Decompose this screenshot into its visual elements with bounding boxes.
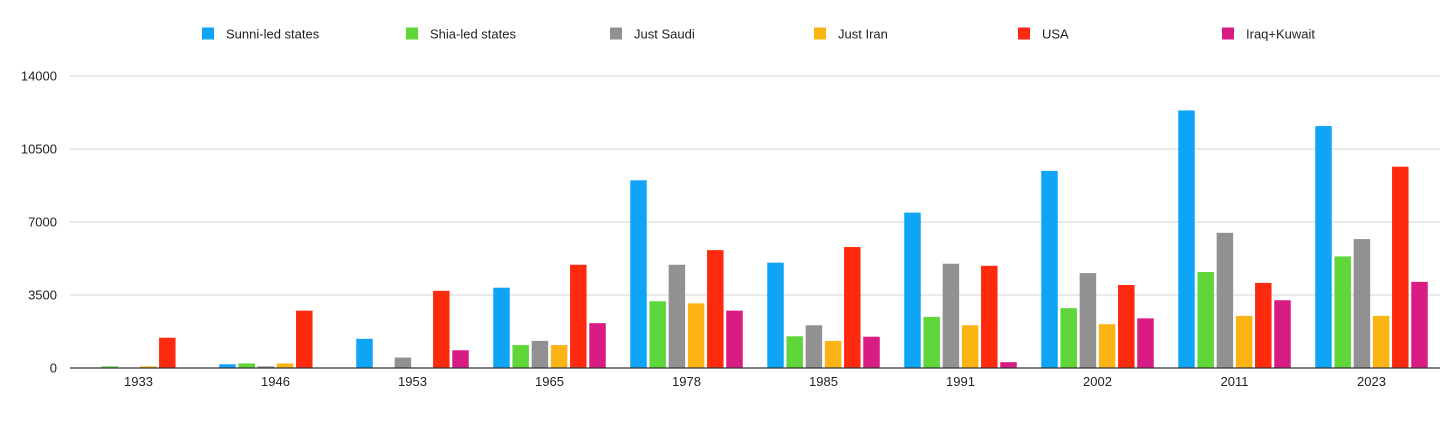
legend-item: Iraq+Kuwait — [1222, 27, 1315, 42]
bar-iraq-kuwait-1953 — [452, 350, 469, 368]
bar-shia-led-states-2023 — [1334, 256, 1351, 368]
bar-just-iran-1965 — [550, 345, 568, 368]
legend: Sunni-led states Shia-led states Just Saud… — [202, 27, 1315, 42]
gridlines — [70, 75, 1440, 296]
bar-just-saudi-1965 — [531, 340, 549, 368]
bar-iraq-kuwait-1991 — [1000, 362, 1017, 368]
legend-swatch — [610, 27, 622, 40]
legend-item: Just Saudi — [610, 27, 695, 42]
bar-just-saudi-2011 — [1216, 232, 1234, 368]
x-tick-label: 1985 — [809, 374, 838, 389]
legend-label: Just Saudi — [634, 27, 695, 42]
x-tick-label: 1978 — [672, 374, 701, 389]
bar-shia-led-states-1991 — [923, 316, 940, 368]
bar-sunni-led-states-1946 — [219, 364, 236, 368]
bar-usa-1985 — [844, 247, 861, 368]
bar-just-saudi-1946 — [257, 366, 275, 368]
x-axis-tick-labels: 1933 1946 1953 1965 1978 1985 1991 2002 2011 2023 — [124, 374, 1386, 389]
bar-usa-2002 — [1118, 284, 1135, 368]
bar-just-iran-2011 — [1235, 315, 1253, 368]
bar-iraq-kuwait-1965 — [589, 323, 606, 368]
x-tick-label: 1965 — [535, 374, 564, 389]
bar-shia-led-states-1978 — [649, 301, 666, 368]
legend-swatch — [1018, 27, 1030, 40]
bar-just-saudi-2023 — [1353, 239, 1371, 368]
bar-usa-1933 — [159, 337, 176, 368]
bar-usa-1991 — [981, 265, 998, 368]
bar-shia-led-states-2002 — [1060, 308, 1077, 368]
bar-sunni-led-states-1978 — [630, 180, 647, 368]
bar-shia-led-states-1965 — [512, 345, 529, 368]
bar-iraq-kuwait-2002 — [1137, 318, 1154, 368]
bar-shia-led-states-1946 — [238, 363, 255, 368]
legend-label: USA — [1042, 27, 1069, 42]
bar-just-saudi-1978 — [668, 264, 686, 368]
x-tick-label: 2011 — [1221, 374, 1249, 389]
bar-just-iran-1991 — [961, 325, 979, 368]
legend-swatch — [814, 27, 826, 40]
x-tick-label: 2023 — [1357, 374, 1386, 389]
legend-swatch — [202, 27, 214, 40]
bar-sunni-led-states-1991 — [904, 212, 921, 368]
y-tick-label: 7000 — [28, 215, 57, 230]
legend-item: Sunni-led states — [202, 27, 320, 42]
bar-just-saudi-1953 — [394, 357, 412, 368]
bar-iraq-kuwait-2011 — [1274, 300, 1291, 368]
x-tick-label: 1933 — [124, 374, 153, 389]
bars — [101, 110, 1428, 369]
x-tick-label: 1946 — [261, 374, 290, 389]
y-tick-label: 14000 — [21, 69, 57, 84]
y-axis-tick-labels: 0 3500 7000 10500 14000 — [21, 69, 57, 376]
bar-just-iran-1933 — [139, 366, 157, 368]
bar-just-iran-1985 — [824, 340, 842, 368]
bar-shia-led-states-1985 — [786, 336, 803, 368]
bar-sunni-led-states-1985 — [767, 262, 784, 368]
legend-item: Just Iran — [814, 27, 888, 42]
legend-label: Sunni-led states — [226, 27, 320, 42]
y-tick-label: 3500 — [28, 288, 57, 303]
bar-sunni-led-states-1953 — [356, 338, 373, 368]
x-tick-label: 1953 — [398, 374, 427, 389]
bar-usa-1965 — [570, 264, 587, 368]
bar-sunni-led-states-2011 — [1178, 110, 1195, 369]
bar-just-iran-1946 — [276, 363, 294, 368]
y-tick-label: 10500 — [21, 142, 57, 157]
legend-swatch — [406, 27, 418, 40]
bar-just-iran-1978 — [687, 303, 705, 368]
bar-just-iran-2023 — [1372, 315, 1390, 368]
legend-label: Just Iran — [838, 27, 888, 42]
x-tick-label: 2002 — [1083, 374, 1112, 389]
bar-iraq-kuwait-1978 — [726, 310, 743, 368]
legend-item: USA — [1018, 27, 1069, 42]
bar-just-iran-2002 — [1098, 324, 1116, 368]
bar-usa-1953 — [433, 290, 450, 368]
legend-swatch — [1222, 27, 1234, 40]
bar-usa-2023 — [1392, 166, 1409, 368]
bar-usa-2011 — [1255, 282, 1272, 368]
y-tick-label: 0 — [50, 361, 57, 376]
bar-just-saudi-1991 — [942, 263, 960, 368]
bar-usa-1946 — [296, 310, 313, 368]
bar-iraq-kuwait-1985 — [863, 336, 880, 368]
legend-label: Shia-led states — [430, 27, 516, 42]
x-tick-label: 1991 — [946, 374, 975, 389]
bar-sunni-led-states-1965 — [493, 287, 510, 368]
bar-sunni-led-states-2023 — [1315, 126, 1332, 368]
legend-label: Iraq+Kuwait — [1246, 27, 1315, 42]
bar-shia-led-states-2011 — [1197, 272, 1214, 368]
legend-item: Shia-led states — [406, 27, 516, 42]
bar-usa-1978 — [707, 250, 724, 368]
bar-shia-led-states-1933 — [101, 366, 118, 368]
bar-just-saudi-1985 — [805, 325, 823, 368]
bar-iraq-kuwait-2023 — [1411, 281, 1428, 368]
bar-sunni-led-states-2002 — [1041, 170, 1058, 368]
bar-just-saudi-2002 — [1079, 273, 1097, 368]
